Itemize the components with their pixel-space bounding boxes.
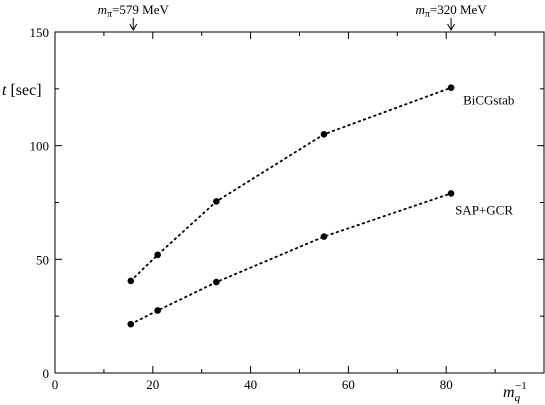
series-label: BiCGstab — [463, 93, 514, 108]
x-axis-label: mq−1 — [503, 380, 527, 404]
x-tick-label: 0 — [52, 377, 59, 392]
data-point — [154, 251, 161, 259]
x-tick-label: 60 — [342, 377, 355, 392]
series-group: BiCGstab SAP+GCR — [127, 84, 514, 328]
arrow-head-icon — [447, 23, 456, 31]
series-label: SAP+GCR — [455, 202, 513, 217]
axis-ticks: 0 20 40 60 80 0 50 100 150 — [30, 25, 545, 392]
x-tick-label: 20 — [146, 377, 159, 392]
data-point — [447, 190, 455, 197]
x-tick-label: 40 — [244, 377, 257, 392]
y-tick-label: 150 — [30, 25, 50, 40]
series-line-bicgstab — [129, 86, 453, 282]
data-point — [127, 320, 135, 328]
data-point — [213, 198, 220, 205]
data-point — [213, 278, 220, 286]
data-point — [127, 277, 135, 285]
series-line-sap-gcr — [129, 192, 453, 326]
y-axis-label: t [sec] — [2, 82, 42, 99]
y-tick-label: 0 — [43, 366, 50, 381]
data-point — [154, 307, 161, 314]
data-point — [447, 84, 455, 91]
mass-annotation: mπ=579 MeV — [98, 2, 170, 20]
mass-annotation: mπ=320 MeV — [415, 2, 487, 20]
y-tick-label: 100 — [30, 139, 50, 154]
labels-group: t [sec] mq−1 — [2, 82, 527, 404]
data-point — [320, 233, 328, 240]
x-tick-label: 80 — [440, 377, 453, 392]
arrow-head-icon — [129, 23, 138, 31]
annotations-group: mπ=579 MeV mπ=320 MeV — [98, 2, 487, 31]
data-point — [320, 131, 328, 138]
y-tick-label: 50 — [36, 252, 49, 267]
